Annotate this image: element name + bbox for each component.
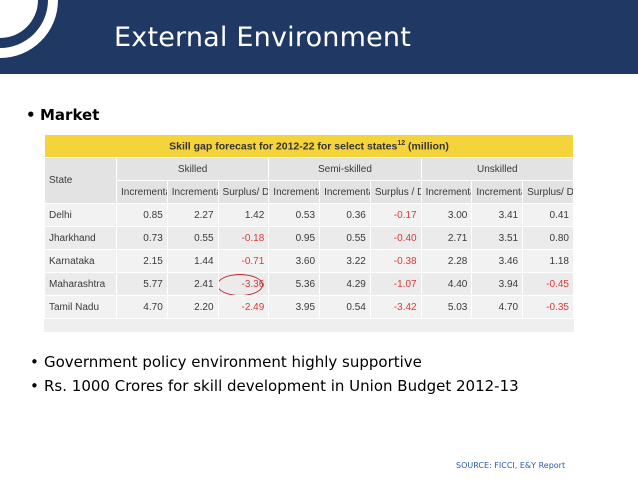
header-bar: External Environment — [0, 0, 638, 74]
slide-title: External Environment — [114, 22, 412, 53]
table-row: Maharashtra 5.77 2.41 -3.36 5.36 4.29 -1.07 4.4… — [44, 272, 574, 296]
column-header: Incremental demand — [268, 180, 321, 204]
value-cell: 3.94 — [471, 272, 524, 296]
column-header: Incremental supply — [166, 180, 219, 204]
value-cell: 0.85 — [116, 203, 168, 227]
state-cell: Tamil Nadu — [44, 295, 117, 319]
state-cell: Jharkhand — [44, 226, 117, 250]
value-cell: 4.70 — [471, 295, 524, 319]
column-header: Incremental demand — [420, 180, 473, 204]
value-cell: 3.60 — [268, 249, 321, 273]
value-cell: 3.00 — [420, 203, 473, 227]
skill-gap-table: Skill gap forecast for 2012-22 for selec… — [44, 134, 575, 319]
group-header-unskilled: Unskilled — [420, 157, 575, 181]
value-cell: 4.40 — [420, 272, 473, 296]
value-cell: -3.36 — [217, 272, 270, 296]
value-cell: 0.55 — [166, 226, 219, 250]
value-cell: 0.55 — [319, 226, 371, 250]
value-cell: 3.51 — [471, 226, 524, 250]
value-cell: 0.53 — [268, 203, 321, 227]
value-cell: -0.40 — [369, 226, 422, 250]
table-row: Jharkhand 0.73 0.55 -0.18 0.95 0.55 -0.40 2.71 3… — [44, 226, 574, 250]
column-header: Incremental demand — [116, 180, 168, 204]
list-item: • Rs. 1000 Crores for skill development i… — [30, 374, 519, 398]
market-label: Market — [40, 106, 100, 124]
bullet-dot-icon: • — [30, 377, 39, 395]
bullet-dot-icon: • — [26, 106, 36, 124]
value-cell: 2.20 — [166, 295, 219, 319]
value-cell: 0.54 — [319, 295, 371, 319]
table-row: Karnataka 2.15 1.44 -0.71 3.60 3.22 -0.38 2.28 3… — [44, 249, 574, 273]
state-header: State — [44, 157, 117, 204]
value-cell: -0.38 — [369, 249, 422, 273]
value-cell: 2.71 — [420, 226, 473, 250]
value-cell: 2.28 — [420, 249, 473, 273]
highlight-circle — [219, 274, 264, 295]
value-cell: 2.27 — [166, 203, 219, 227]
bullet-list: • Government policy environment highly su… — [30, 350, 519, 398]
value-cell: -2.49 — [217, 295, 270, 319]
value-cell: -0.71 — [217, 249, 270, 273]
skill-gap-table-image: Skill gap forecast for 2012-22 for selec… — [44, 134, 575, 332]
table-group-row: State Skilled Semi-skilled Unskilled — [44, 157, 575, 204]
value-cell: 3.41 — [471, 203, 524, 227]
value-cell: -0.18 — [217, 226, 270, 250]
value-cell: 0.95 — [268, 226, 321, 250]
value-cell: 3.95 — [268, 295, 321, 319]
table-title-row: Skill gap forecast for 2012-22 for selec… — [44, 134, 574, 158]
value-cell: 0.41 — [522, 203, 574, 227]
value-cell: 0.36 — [319, 203, 371, 227]
value-cell: 4.70 — [116, 295, 168, 319]
value-cell: 3.22 — [319, 249, 371, 273]
column-header: Surplus/ Deficit — [217, 180, 270, 204]
value-cell: -0.35 — [522, 295, 574, 319]
value-cell: -1.07 — [369, 272, 422, 296]
value-cell: 0.80 — [522, 226, 574, 250]
value-cell: 1.44 — [166, 249, 219, 273]
table-subheader-row: Incremental demand Incremental supply Su… — [45, 180, 574, 204]
value-cell: 3.46 — [471, 249, 524, 273]
table-row: Tamil Nadu 4.70 2.20 -2.49 3.95 0.54 -3.42 5.03… — [44, 295, 574, 319]
value-cell: 1.42 — [217, 203, 270, 227]
value-cell: 4.29 — [319, 272, 371, 296]
list-item: • Government policy environment highly su… — [30, 350, 519, 374]
value-cell: 5.03 — [420, 295, 473, 319]
column-header: Incremental supply — [471, 180, 524, 204]
value-cell: 2.41 — [166, 272, 219, 296]
column-header: Surplus/ Deficit — [522, 180, 574, 204]
bullet-dot-icon: • — [30, 353, 39, 371]
value-cell: 0.73 — [116, 226, 168, 250]
group-header-skilled: Skilled — [115, 157, 270, 181]
state-cell: Maharashtra — [44, 272, 117, 296]
source-note: SOURCE: FICCI, E&Y Report — [456, 461, 566, 470]
value-cell: -0.45 — [522, 272, 574, 296]
table-body: Delhi 0.85 2.27 1.42 0.53 0.36 -0.17 3.00 3.41 0.… — [44, 203, 574, 319]
group-header-semi-skilled: Semi-skilled — [268, 157, 422, 181]
state-cell: Delhi — [44, 203, 117, 227]
column-header: Surplus / Deficit — [369, 180, 422, 204]
value-cell: 1.18 — [522, 249, 574, 273]
market-bullet: • Market — [26, 106, 99, 124]
value-cell: -3.42 — [369, 295, 422, 319]
table-row: Delhi 0.85 2.27 1.42 0.53 0.36 -0.17 3.00 3.41 0.… — [44, 203, 574, 227]
value-cell: 5.77 — [116, 272, 168, 296]
state-cell: Karnataka — [44, 249, 117, 273]
column-header: Incremental supply — [319, 180, 371, 204]
value-cell: 5.36 — [268, 272, 321, 296]
corner-decoration-icon — [0, 0, 58, 58]
table-title: Skill gap forecast for 2012-22 for selec… — [44, 134, 574, 158]
value-cell: 2.15 — [116, 249, 168, 273]
value-cell: -0.17 — [369, 203, 422, 227]
